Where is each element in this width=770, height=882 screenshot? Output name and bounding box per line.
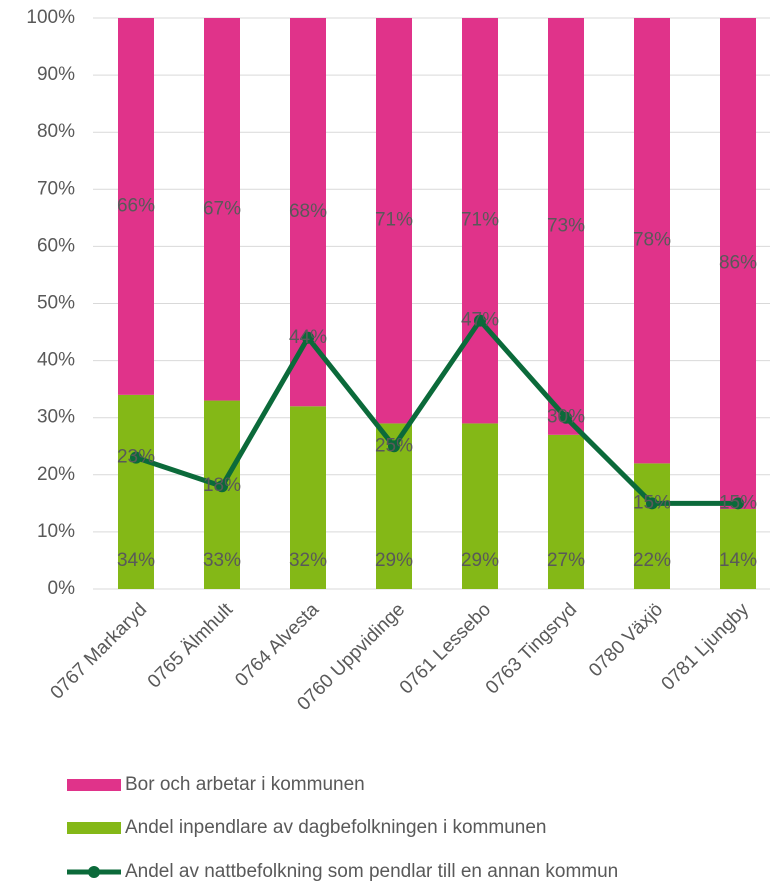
bar-segment [290, 406, 326, 589]
x-tick-label: 0767 Markaryd [47, 599, 151, 703]
data-label: 71% [461, 210, 499, 231]
data-label: 34% [117, 550, 155, 571]
data-label: 33% [203, 550, 241, 571]
y-tick-label: 20% [37, 464, 75, 485]
line [135, 318, 738, 506]
bar-segment [204, 400, 240, 589]
y-tick-label: 80% [37, 121, 75, 142]
bar-segment [548, 434, 584, 589]
bar-segment [634, 463, 670, 589]
bar-segment [118, 18, 154, 395]
y-tick-label: 100% [26, 7, 75, 28]
legend-swatch [67, 822, 121, 834]
bar-segment [204, 18, 240, 401]
x-tick-label: 0781 Ljungby [658, 599, 754, 695]
y-tick-label: 0% [48, 578, 76, 599]
data-label: 30% [547, 407, 585, 428]
bar-segment [376, 18, 412, 424]
line-marker [560, 411, 572, 424]
data-label: 29% [375, 550, 413, 571]
data-label: 14% [719, 550, 757, 571]
legend-label: Andel av nattbefolkning som pendlar till… [125, 861, 618, 882]
data-label: 44% [289, 327, 327, 348]
data-label: 23% [117, 447, 155, 468]
data-label: 25% [375, 435, 413, 456]
data-label: 47% [461, 310, 499, 331]
data-label: 86% [719, 253, 757, 274]
data-label: 29% [461, 550, 499, 571]
y-tick-label: 10% [37, 521, 75, 542]
y-tick-label: 30% [37, 407, 75, 428]
line-marker [130, 451, 142, 464]
bar-segment [720, 18, 756, 510]
line-marker [302, 331, 314, 344]
line-marker [646, 497, 658, 510]
bar-segment [720, 509, 756, 589]
data-label: 15% [633, 492, 671, 513]
data-label: 73% [547, 215, 585, 236]
line-marker [732, 497, 744, 510]
data-label: 27% [547, 550, 585, 571]
bar-segment [118, 394, 154, 589]
y-tick-label: 90% [37, 64, 75, 85]
line-marker [216, 480, 228, 493]
data-label: 18% [203, 475, 241, 496]
legend-swatch [88, 866, 100, 878]
legend-swatch [67, 779, 121, 791]
bar-segment [548, 18, 584, 435]
y-tick-label: 40% [37, 350, 75, 371]
bar-segment [634, 18, 670, 464]
y-tick-label: 70% [37, 178, 75, 199]
x-tick-label: 0765 Älmhult [144, 599, 238, 693]
y-tick-label: 50% [37, 293, 75, 314]
bar-segment [462, 423, 498, 589]
x-tick-label: 0763 Tingsryd [482, 599, 581, 698]
legend-label: Bor och arbetar i kommunen [125, 774, 365, 795]
data-label: 71% [375, 210, 413, 231]
legend-label: Andel inpendlare av dagbefolkningen i ko… [125, 817, 546, 838]
x-tick-label: 0761 Lessebo [396, 599, 495, 698]
line-marker [388, 440, 400, 453]
data-label: 67% [203, 198, 241, 219]
data-label: 78% [633, 230, 671, 251]
data-label: 15% [719, 492, 757, 513]
x-tick-label: 0764 Alvesta [231, 599, 323, 691]
bar-segment [462, 18, 498, 424]
data-label: 32% [289, 550, 327, 571]
data-label: 22% [633, 550, 671, 571]
x-tick-label: 0780 Växjö [585, 599, 667, 681]
data-label: 66% [117, 195, 155, 216]
y-tick-label: 60% [37, 235, 75, 256]
data-label: 68% [289, 201, 327, 222]
line-marker [474, 314, 486, 327]
